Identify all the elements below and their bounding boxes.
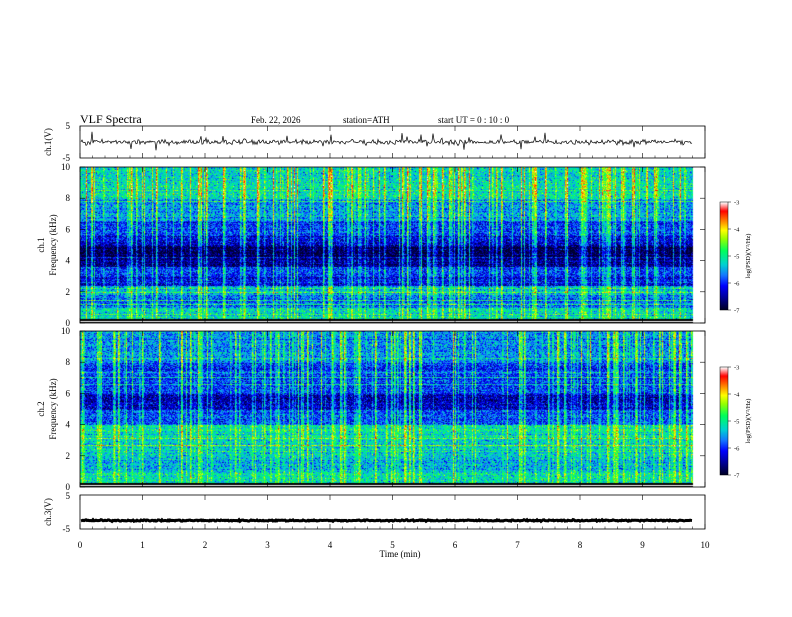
ch2-spec-ytick-0: 0 (66, 482, 71, 492)
ch1-spec-ytick-0: 0 (66, 318, 71, 328)
ch2-colorbar (720, 367, 728, 475)
ch1-colorbar-tick-2: -5 (734, 254, 739, 261)
ch1-colorbar-tick-1: -4 (734, 227, 740, 234)
xtick-label-6: 6 (453, 540, 458, 550)
ch2-colorbar-label: log(PSD)(V²/Hz) (745, 399, 752, 444)
ch2-colorbar-tick-0: -3 (734, 365, 739, 372)
ch3-waveform-trace (80, 517, 693, 524)
xtick-label-5: 5 (390, 540, 395, 550)
ch1-colorbar-label: log(PSD)(V²/Hz) (745, 234, 752, 279)
ch1-colorbar-tick-3: -6 (734, 281, 740, 288)
ch3-waveform-ylabel: ch.3(V) (43, 498, 53, 526)
ch1-spec-ytick-5: 10 (61, 162, 71, 172)
ch1-ytick-bottom: -5 (63, 153, 71, 163)
ch1-spectrogram-ylabel-frequency: Frequency (kHz) (48, 214, 58, 275)
xtick-label-9: 9 (640, 540, 645, 550)
xtick-label-7: 7 (515, 540, 520, 550)
time-axis: 0 1 2 3 4 5 6 7 8 9 10 (78, 126, 710, 550)
xtick-label-2: 2 (203, 540, 208, 550)
ch2-colorbar-tick-1: -4 (734, 392, 740, 399)
ch1-ytick-top: 5 (66, 121, 71, 131)
xtick-label-1: 1 (140, 540, 145, 550)
xtick-label-0: 0 (78, 540, 83, 550)
ch1-spectrogram-yticks: 0 2 4 6 8 10 (61, 162, 705, 328)
ch1-spectrogram-ylabel-channel: ch.1 (36, 237, 46, 252)
ch1-spectrogram-image (80, 167, 705, 323)
ch1-spec-ytick-3: 6 (66, 224, 71, 234)
ch2-colorbar-tick-3: -6 (734, 446, 740, 453)
xtick-label-10: 10 (701, 540, 711, 550)
ch1-colorbar-ticks: -3 -4 -5 -6 -7 (728, 200, 740, 315)
start-time-label: start UT = 0 : 10 : 0 (438, 115, 510, 125)
ch2-colorbar-tick-2: -5 (734, 419, 739, 426)
ch1-spec-ytick-2: 4 (66, 256, 71, 266)
ch2-spectrogram-ylabel-frequency: Frequency (kHz) (48, 378, 58, 439)
ch2-spec-ytick-5: 10 (61, 326, 71, 336)
ch1-waveform-trace (80, 131, 693, 151)
ch1-colorbar-tick-4: -7 (734, 308, 740, 315)
ch2-spectrogram-ylabel-channel: ch.2 (36, 401, 46, 416)
ch2-colorbar-ticks: -3 -4 -5 -6 -7 (728, 365, 740, 480)
ch1-spec-ytick-1: 2 (66, 287, 71, 297)
ch3-waveform-frame (79, 494, 706, 530)
ch1-spec-ytick-4: 8 (66, 193, 71, 203)
ch2-spec-ytick-2: 4 (66, 420, 71, 430)
ch2-spectrogram-yticks: 0 2 4 6 8 10 (61, 326, 705, 492)
ch1-colorbar (720, 202, 728, 310)
ch2-spec-ytick-1: 2 (66, 451, 71, 461)
ch1-waveform-ylabel: ch.1(V) (43, 128, 53, 156)
ch2-spec-ytick-4: 8 (66, 357, 71, 367)
station-label: station=ATH (343, 115, 390, 125)
xtick-label-8: 8 (578, 540, 583, 550)
figure-title: VLF Spectra (80, 112, 142, 126)
ch2-spec-ytick-3: 6 (66, 388, 71, 398)
ch3-ytick-top: 5 (66, 491, 71, 501)
xtick-label-3: 3 (265, 540, 270, 550)
ch2-spectrogram-image (80, 331, 705, 487)
ch3-ytick-bottom: -5 (63, 524, 71, 534)
date-label: Feb. 22, 2026 (251, 115, 301, 125)
ch1-colorbar-tick-0: -3 (734, 200, 739, 207)
time-axis-label: Time (min) (380, 549, 421, 559)
ch2-colorbar-tick-4: -7 (734, 473, 740, 480)
xtick-label-4: 4 (328, 540, 333, 550)
